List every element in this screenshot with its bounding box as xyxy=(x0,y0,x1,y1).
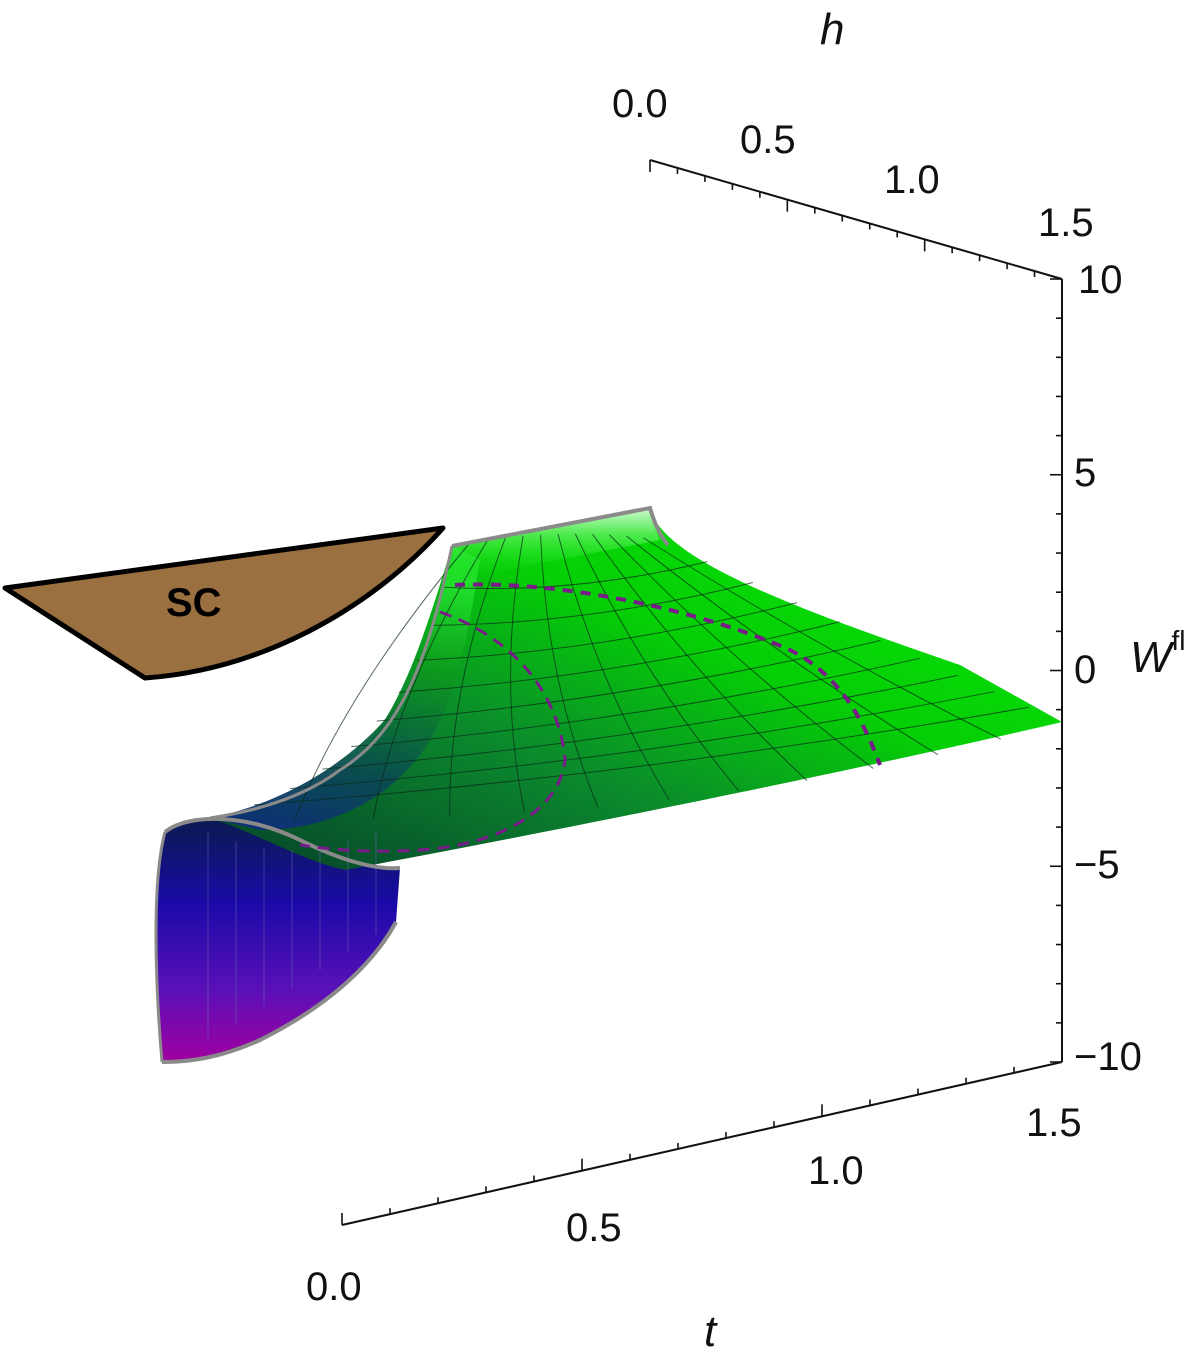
h-tick-1-0: 1.0 xyxy=(884,158,940,202)
surface-ridge-highlight xyxy=(452,508,660,580)
surface-front-face xyxy=(156,818,400,1062)
mesh-line xyxy=(322,674,958,770)
mesh-line xyxy=(398,621,840,693)
surface-ridge-edge xyxy=(209,545,454,820)
mesh-line xyxy=(290,691,995,790)
h-axis: 0.0 0.5 1.0 1.5 h xyxy=(612,5,1094,291)
mesh-line xyxy=(574,533,740,792)
surface-front-bottom-edge xyxy=(161,921,398,1064)
mesh-line xyxy=(643,537,1002,740)
sc-region: SC xyxy=(2,525,446,681)
h-tick-0-5: 0.5 xyxy=(740,118,796,162)
h-axis-line xyxy=(649,159,1063,280)
surface-front-left-edge xyxy=(154,831,167,1063)
w-tick-neg10: −10 xyxy=(1074,1035,1142,1079)
mesh-line xyxy=(432,581,754,626)
mesh-line xyxy=(351,657,921,748)
w-axis-title: Wfl xyxy=(1130,625,1186,682)
t-tick-1-5: 1.5 xyxy=(1026,1101,1082,1145)
h-axis-ticks xyxy=(649,160,1063,291)
mesh-line xyxy=(376,640,881,722)
t-axis-line xyxy=(341,1061,1063,1226)
mesh-line xyxy=(294,542,471,820)
mesh-line xyxy=(609,534,874,769)
h-tick-1-5: 1.5 xyxy=(1038,201,1094,245)
surface xyxy=(154,505,1062,1064)
w-axis-ticks xyxy=(1050,278,1062,1063)
mesh-line xyxy=(557,533,670,801)
surface-left-wall xyxy=(210,546,480,830)
sc-region-shape xyxy=(2,525,446,681)
mesh-line xyxy=(372,539,489,819)
surface-front-top-edge xyxy=(163,816,401,871)
mesh-line xyxy=(443,561,708,590)
dashed-contour-outer xyxy=(454,582,882,766)
mesh-line xyxy=(449,537,506,817)
w-tick-5: 5 xyxy=(1074,451,1096,495)
t-tick-1-0: 1.0 xyxy=(808,1149,864,1193)
t-tick-0: 0.0 xyxy=(306,1265,362,1309)
w-tick-10: 10 xyxy=(1078,258,1123,302)
w-tick-neg5: −5 xyxy=(1074,843,1120,887)
mesh-line xyxy=(592,533,808,782)
dashed-contour-inner xyxy=(299,610,567,853)
t-tick-0-5: 0.5 xyxy=(566,1206,622,1250)
w-axis: 10 5 0 −5 −10 Wfl xyxy=(1050,258,1186,1079)
t-axis: 0.0 0.5 1.0 1.5 t xyxy=(306,1050,1082,1356)
surface-top-sheet xyxy=(210,508,1062,870)
w-tick-0: 0 xyxy=(1074,648,1096,692)
t-axis-title: t xyxy=(704,1307,718,1356)
mesh-line xyxy=(626,535,939,756)
mesh-line xyxy=(510,535,526,813)
surface-mesh xyxy=(207,533,1029,1042)
t-axis-ticks xyxy=(341,1050,1063,1225)
h-tick-0: 0.0 xyxy=(612,82,668,126)
mesh-line xyxy=(417,602,798,661)
surface-back-edge xyxy=(451,505,670,548)
h-axis-title: h xyxy=(820,5,844,54)
sc-region-label: SC xyxy=(166,581,222,625)
mesh-line xyxy=(254,706,1029,806)
